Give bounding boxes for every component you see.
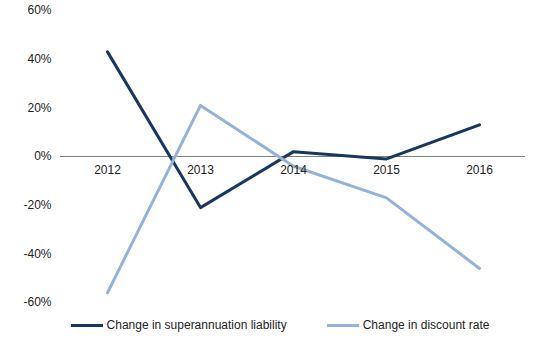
svg-text:20%: 20% [27, 101, 51, 115]
svg-text:0%: 0% [34, 149, 52, 163]
svg-text:-20%: -20% [23, 198, 51, 212]
svg-text:2014: 2014 [280, 163, 307, 177]
svg-text:2016: 2016 [466, 163, 493, 177]
svg-text:60%: 60% [27, 3, 51, 17]
svg-text:-40%: -40% [23, 247, 51, 261]
svg-text:2013: 2013 [187, 163, 214, 177]
html-text:Change in superannuation liabi: Change in superannuation liability [106, 318, 287, 332]
svg-text:40%: 40% [27, 52, 51, 66]
svg-text:2012: 2012 [94, 163, 121, 177]
svg-text:-60%: -60% [23, 295, 51, 309]
html-text:Change in discount rate: Change in discount rate [362, 318, 490, 332]
svg-text:2015: 2015 [373, 163, 400, 177]
